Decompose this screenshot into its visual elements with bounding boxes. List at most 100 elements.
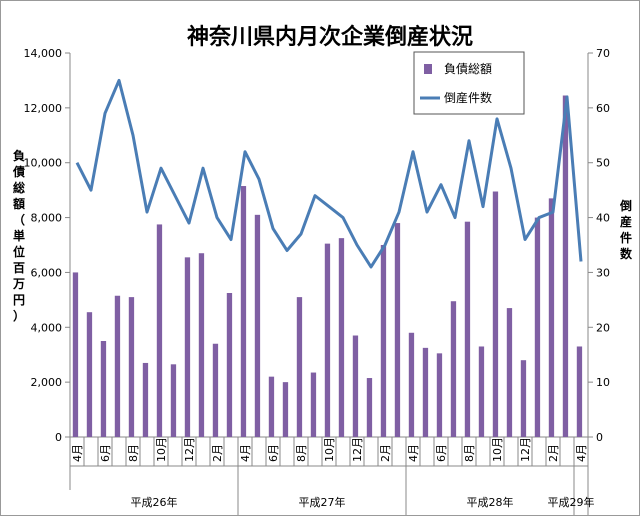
bar — [548, 198, 555, 437]
bar — [492, 191, 499, 437]
x-tick-label: 10月 — [491, 437, 504, 462]
series-line — [75, 78, 583, 269]
y-left-tick-label: 2,000 — [31, 376, 63, 389]
bar — [240, 186, 247, 437]
bar — [338, 238, 345, 437]
x-tick-label: 12月 — [519, 437, 532, 462]
x-tick-label: 8月 — [295, 444, 308, 462]
x-tick-label: 10月 — [323, 437, 336, 462]
axis-label-char: 数 — [620, 246, 633, 261]
x-tick-label: 10月 — [155, 437, 168, 462]
legend-swatch-bar — [424, 64, 432, 74]
axis-label-char: 負 — [13, 148, 25, 163]
bar — [576, 346, 583, 437]
bar — [198, 253, 205, 437]
x-tick-label: 6月 — [267, 444, 280, 462]
x-tick-label: 2月 — [379, 444, 392, 462]
bar — [212, 343, 219, 437]
axis-label-char: 万 — [12, 277, 25, 291]
chart-title: 神奈川県内月次企業倒産状況 — [187, 24, 473, 50]
y-left-tick-label: 0 — [55, 431, 62, 444]
bar — [394, 223, 401, 437]
y-right-tick-label: 70 — [596, 47, 610, 60]
bar — [464, 221, 471, 437]
bar — [520, 360, 527, 437]
y-left-tick-label: 14,000 — [24, 47, 63, 60]
legend-box — [413, 51, 525, 115]
bar — [436, 353, 443, 437]
x-tick-label: 12月 — [351, 437, 364, 462]
y-right-tick-label: 30 — [596, 266, 610, 279]
y-left-tick-label: 4,000 — [31, 321, 63, 334]
bar — [128, 297, 135, 437]
bar — [114, 295, 121, 437]
x-tick-label: 2月 — [547, 444, 560, 462]
x-tick-label: 8月 — [127, 444, 140, 462]
plot-area: 0 2,000 4,000 6,000 8,000 10,000 12,000 14,000 0… — [24, 47, 610, 515]
bar — [268, 376, 275, 437]
y-right-tick-label: 10 — [596, 376, 610, 389]
bar — [170, 364, 177, 437]
bar — [366, 378, 373, 437]
legend-label-bar: 負債総額 — [444, 61, 492, 76]
bar — [408, 332, 415, 437]
axis-label-char: 円 — [13, 293, 25, 307]
bar — [352, 335, 359, 437]
bar — [156, 224, 163, 437]
bar — [380, 245, 387, 437]
year-group-label: 平成26年 — [131, 495, 178, 509]
axis-label-char: 総 — [13, 180, 25, 195]
bar — [72, 272, 79, 437]
x-tick-label: 4月 — [239, 444, 252, 462]
y-left-tick-label: 6,000 — [31, 266, 63, 279]
y-axis-left-label: 負債総額（単位百万円） — [12, 148, 25, 323]
year-group-label: 平成27年 — [299, 495, 346, 509]
axis-label-char: 債 — [12, 164, 25, 179]
y-left-tick-label: 8,000 — [31, 212, 63, 225]
axis-label-char: 倒 — [619, 198, 632, 213]
axis-label-char: 位 — [13, 244, 25, 259]
bar — [506, 308, 513, 437]
bar — [100, 341, 107, 437]
y-right-tick-label: 60 — [596, 102, 610, 115]
bar — [296, 297, 303, 437]
bar — [142, 362, 149, 437]
legend: 負債総額 倒産件数 — [413, 51, 525, 115]
y-right-tick-label: 40 — [596, 212, 610, 225]
year-group-label: 平成29年 — [548, 495, 595, 509]
bar — [282, 382, 289, 437]
x-tick-label: 12月 — [183, 437, 196, 462]
axis-label-char: 単 — [13, 228, 25, 243]
x-tick-label: 6月 — [435, 444, 448, 462]
bar — [562, 95, 569, 437]
x-tick-label: 2月 — [211, 444, 224, 462]
y-right-tick-label: 0 — [596, 431, 603, 444]
bar — [310, 372, 317, 437]
y-axis-right-label: 倒産件数 — [619, 198, 633, 261]
axis-label-char: （ — [13, 212, 25, 227]
axis-label-char: 産 — [620, 214, 632, 229]
x-tick-label: 6月 — [99, 444, 112, 462]
x-tick-label: 4月 — [407, 444, 420, 462]
bar — [478, 346, 485, 437]
legend-label-line: 倒産件数 — [444, 90, 492, 105]
y-left-tick-label: 12,000 — [24, 102, 63, 115]
y-left-tick-label: 10,000 — [24, 157, 63, 170]
bar — [254, 214, 261, 437]
bar — [450, 301, 457, 437]
bar — [422, 347, 429, 437]
axis-label-char: 額 — [12, 196, 25, 211]
x-tick-label: 4月 — [71, 444, 84, 462]
x-tick-label: 8月 — [463, 444, 476, 462]
bar — [324, 243, 331, 437]
x-tick-label: 4月 — [575, 444, 588, 462]
axis-label-char: ） — [13, 308, 25, 323]
axis-label-char: 百 — [13, 261, 25, 275]
bar — [184, 257, 191, 437]
y-right-tick-label: 20 — [596, 321, 610, 334]
year-group-label: 平成28年 — [467, 495, 514, 509]
axis-label-char: 件 — [620, 230, 632, 245]
bar — [534, 217, 541, 437]
